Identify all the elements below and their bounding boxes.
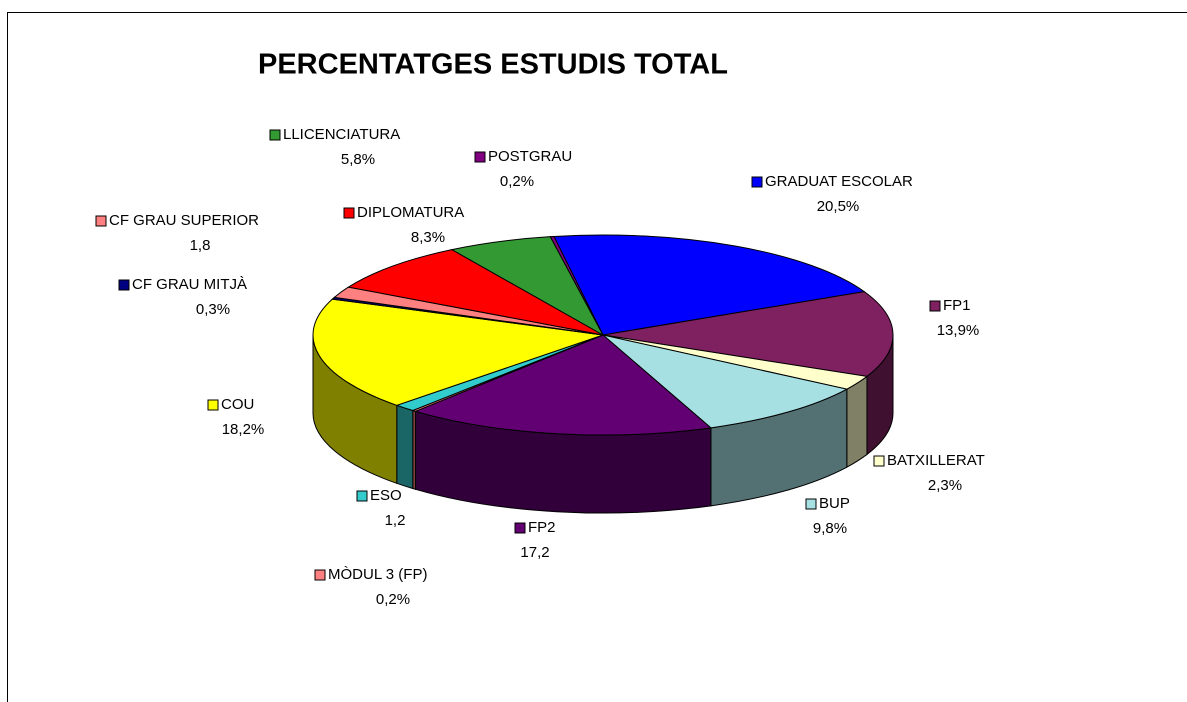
slice	[347, 249, 604, 336]
label-swatch	[314, 569, 326, 581]
value-label: 8,3%	[411, 229, 445, 246]
value-label: 0,2%	[500, 173, 534, 190]
category-label: COU	[221, 396, 254, 413]
category-label: BUP	[819, 495, 850, 512]
value-label: 9,8%	[813, 520, 847, 537]
category-label: BATXILLERAT	[887, 452, 985, 469]
category-label: DIPLOMATURA	[357, 204, 464, 221]
label-swatch	[207, 399, 219, 411]
category-label: LLICENCIATURA	[283, 126, 400, 143]
label-swatch	[873, 455, 885, 467]
slice	[414, 334, 713, 436]
label-swatch	[356, 490, 368, 502]
category-label: MÒDUL 3 (FP)	[328, 566, 427, 583]
slice-side	[846, 375, 868, 468]
slice-side	[396, 404, 414, 490]
category-label: FP1	[943, 297, 971, 314]
label-swatch	[95, 215, 107, 227]
slice	[602, 334, 849, 429]
value-label: 2,3%	[928, 477, 962, 494]
value-label: 5,8%	[341, 151, 375, 168]
label-swatch	[343, 207, 355, 219]
value-label: 18,2%	[222, 421, 265, 438]
value-label: 0,2%	[376, 591, 410, 608]
category-label: POSTGRAU	[488, 148, 572, 165]
category-label: GRADUAT ESCOLAR	[765, 173, 913, 190]
label-swatch	[514, 522, 526, 534]
label-swatch	[118, 279, 130, 291]
category-label: FP2	[528, 519, 556, 536]
value-label: 20,5%	[817, 198, 860, 215]
slice	[553, 234, 866, 336]
slice	[549, 235, 604, 336]
value-label: 1,2	[385, 512, 406, 529]
category-label: CF GRAU SUPERIOR	[109, 212, 259, 229]
slice	[602, 291, 894, 377]
label-swatch	[269, 129, 281, 141]
value-label: 0,3%	[196, 301, 230, 318]
category-label: ESO	[370, 487, 402, 504]
label-swatch	[474, 151, 486, 163]
value-label: 1,8	[190, 237, 211, 254]
value-label: 17,2	[520, 544, 549, 561]
label-swatch	[929, 300, 941, 312]
chart-title: PERCENTATGES ESTUDIS TOTAL	[258, 49, 728, 81]
label-swatch	[751, 176, 763, 188]
label-swatch	[805, 498, 817, 510]
value-label: 13,9%	[937, 322, 980, 339]
category-label: CF GRAU MITJÀ	[132, 276, 247, 293]
